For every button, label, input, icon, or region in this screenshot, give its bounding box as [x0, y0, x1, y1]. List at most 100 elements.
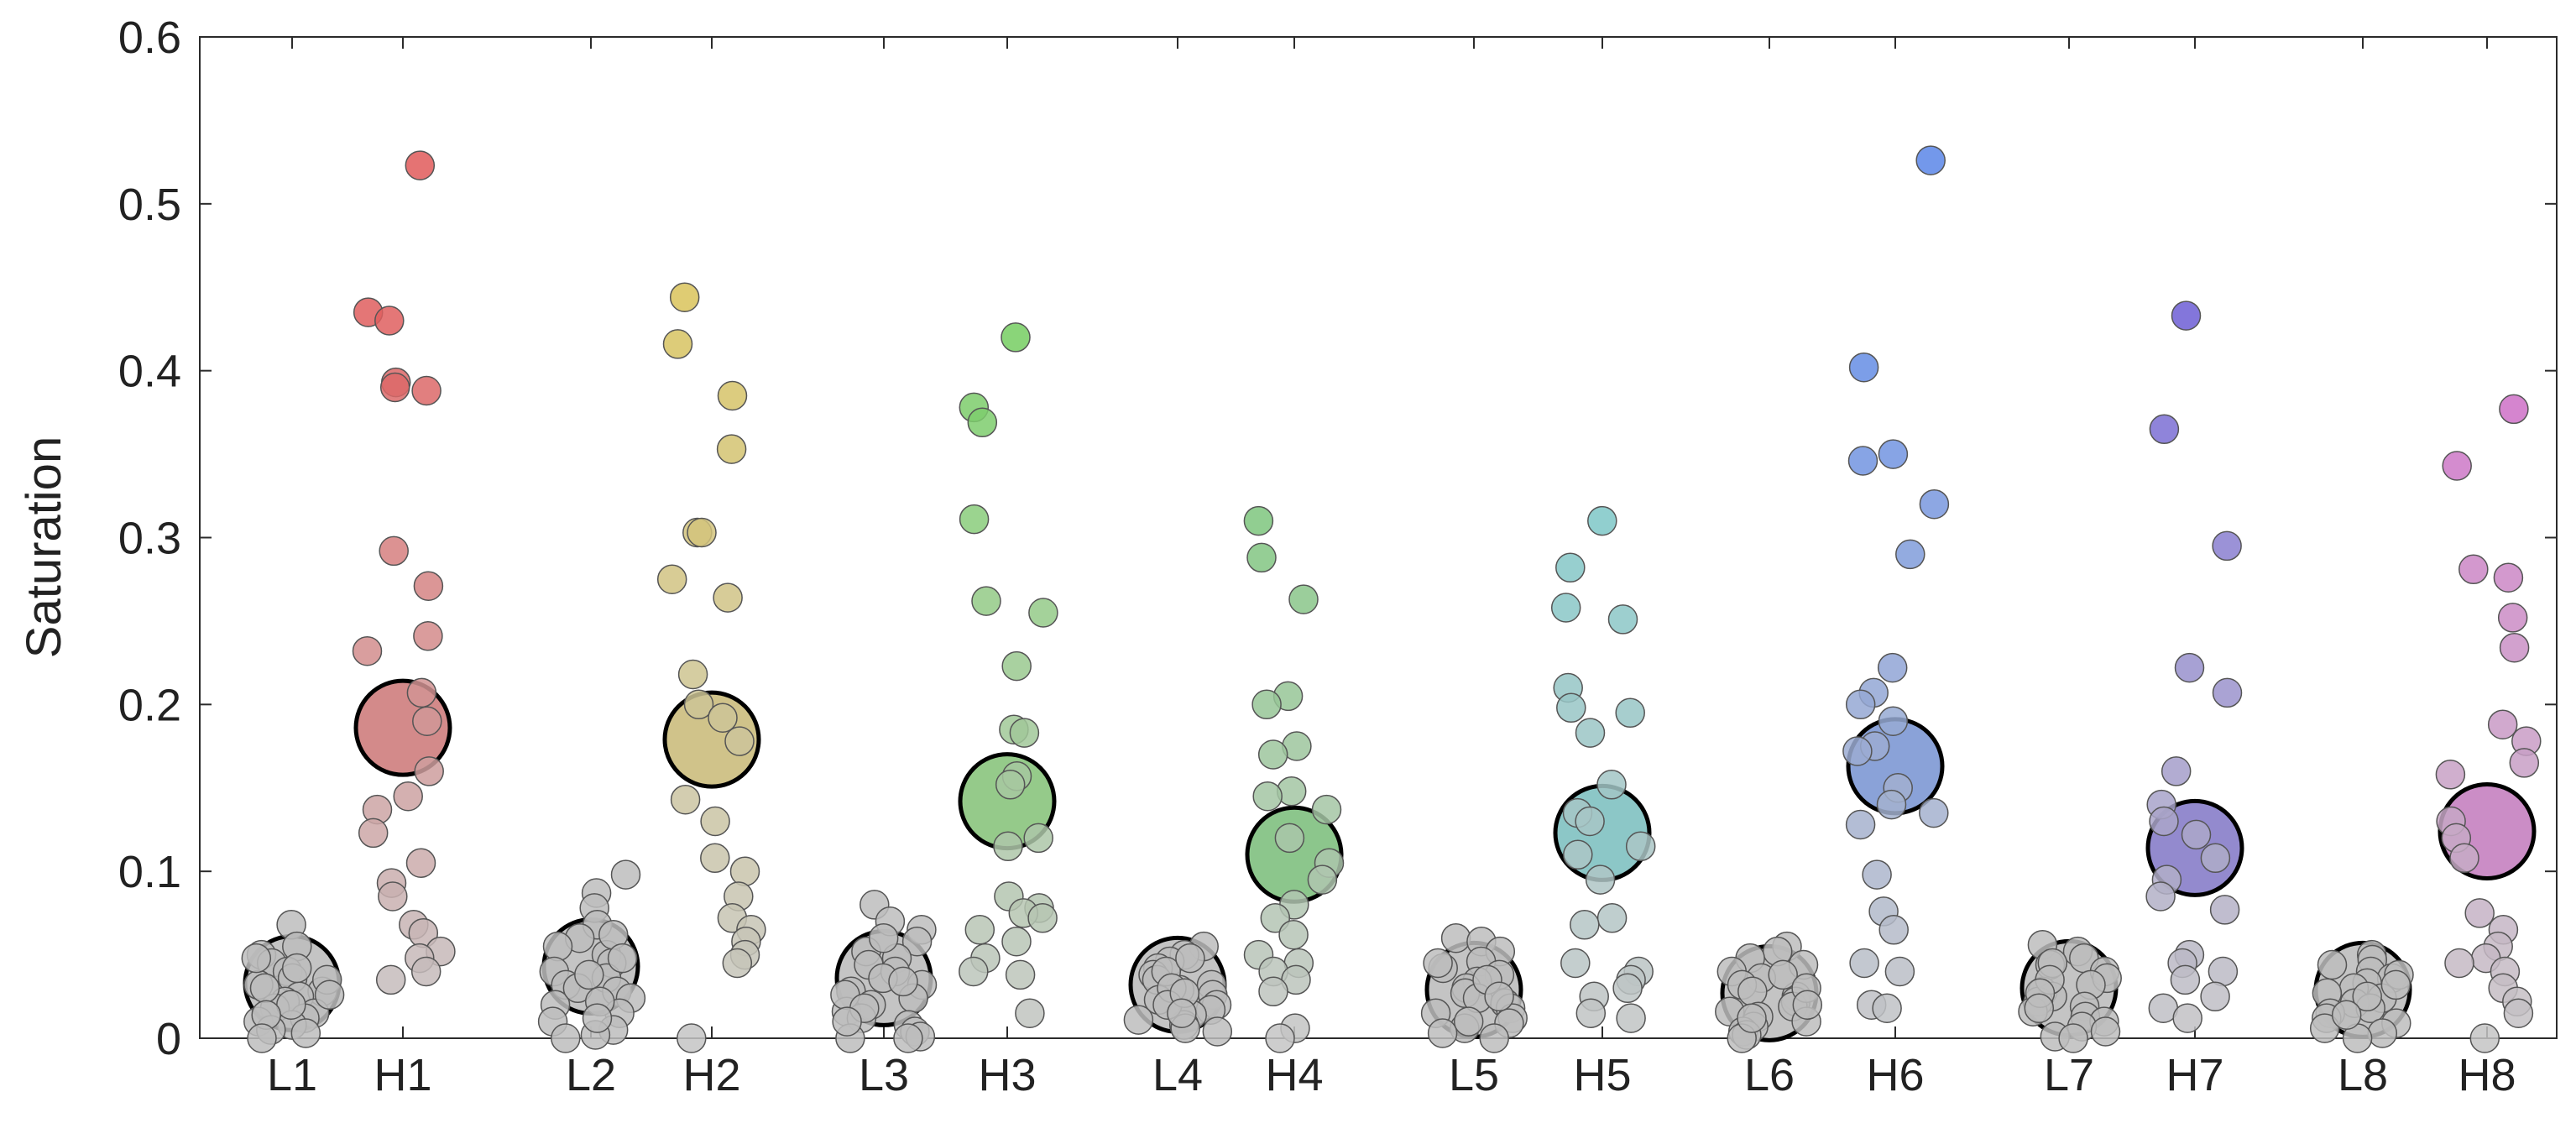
data-point — [1847, 446, 1878, 476]
data-point — [1265, 1023, 1295, 1053]
data-point — [1878, 706, 1909, 736]
data-point — [1607, 604, 1638, 635]
data-point — [722, 948, 753, 979]
data-point — [1001, 926, 1032, 957]
data-point — [314, 979, 345, 1011]
data-point — [1123, 1005, 1154, 1035]
data-point — [2181, 819, 2212, 850]
data-point — [2171, 300, 2202, 331]
data-point — [406, 677, 437, 708]
data-point — [2149, 806, 2179, 837]
y-tick-label: 0.1 — [118, 847, 181, 897]
data-point — [1849, 948, 1879, 979]
data-point — [1575, 718, 1606, 748]
data-point — [1479, 1023, 1509, 1053]
data-point — [1862, 859, 1892, 890]
x-tick-label-h8: H8 — [2458, 1050, 2516, 1100]
data-point — [700, 843, 730, 874]
data-point — [729, 856, 760, 886]
data-point — [2209, 895, 2240, 925]
y-tick-label: 0.6 — [118, 13, 181, 63]
x-tick-label-h4: H4 — [1265, 1050, 1323, 1100]
data-point — [1878, 915, 1909, 945]
data-point — [405, 150, 436, 180]
data-point — [1596, 770, 1627, 800]
data-point — [1792, 990, 1823, 1020]
data-point — [662, 329, 693, 359]
data-point — [413, 571, 444, 601]
data-point — [1027, 903, 1058, 933]
data-point — [290, 1018, 321, 1048]
data-point — [717, 380, 748, 411]
group-h1 — [352, 150, 456, 995]
data-point — [2090, 1016, 2121, 1047]
data-point — [713, 582, 743, 613]
data-point — [2172, 1003, 2202, 1033]
x-tick-label-l1: L1 — [267, 1050, 317, 1100]
group-l7 — [2018, 929, 2122, 1053]
data-point — [1009, 718, 1040, 748]
data-point — [2435, 760, 2466, 790]
y-axis-label: Saturation — [17, 436, 71, 658]
group-l6 — [1715, 931, 1823, 1053]
data-point — [1556, 692, 1586, 723]
data-point — [247, 1023, 277, 1053]
y-tick-label: 0.2 — [118, 680, 181, 730]
data-point — [967, 407, 998, 438]
data-point — [901, 926, 933, 957]
data-point — [1288, 584, 1319, 614]
data-point — [669, 282, 700, 312]
data-point — [379, 535, 409, 567]
data-point — [1915, 145, 1946, 175]
data-point — [1884, 956, 1915, 987]
data-point — [1919, 797, 1949, 828]
data-point — [542, 931, 573, 962]
x-tick-label-l6: L6 — [1744, 1050, 1795, 1100]
group-l8 — [2309, 939, 2414, 1053]
data-point — [959, 956, 989, 987]
group-h5 — [1550, 505, 1656, 1033]
data-point — [1243, 505, 1274, 536]
data-point — [708, 703, 738, 733]
data-point — [716, 434, 747, 464]
data-point — [2058, 1023, 2088, 1053]
data-point — [1278, 919, 1309, 950]
data-point — [2380, 969, 2411, 1000]
data-point — [607, 943, 638, 974]
data-point — [574, 959, 604, 990]
data-point — [1453, 1006, 1484, 1037]
group-l2 — [537, 859, 646, 1053]
group-l4 — [1123, 931, 1233, 1047]
data-point — [687, 517, 717, 548]
data-point — [2499, 394, 2529, 425]
x-tick-label-l4: L4 — [1152, 1050, 1203, 1100]
data-point — [1005, 959, 1036, 990]
x-tick-label-l3: L3 — [859, 1050, 909, 1100]
y-tick-label: 0.4 — [118, 347, 181, 397]
data-point — [1257, 739, 1288, 770]
data-point — [405, 848, 436, 878]
data-point — [358, 818, 389, 849]
data-point — [411, 375, 442, 406]
y-axis-ticks: 0 0.1 0.2 0.3 0.4 0.5 0.6 — [118, 13, 2557, 1064]
data-point — [610, 859, 641, 890]
y-tick-label: 0.5 — [118, 180, 181, 230]
y-tick-label: 0 — [156, 1014, 181, 1064]
x-tick-label-l7: L7 — [2044, 1050, 2094, 1100]
x-tick-label-h3: H3 — [978, 1050, 1036, 1100]
x-tick-label-h1: H1 — [374, 1050, 431, 1100]
data-point — [1575, 998, 1607, 1028]
data-point — [1612, 973, 1643, 1004]
data-points — [241, 145, 2542, 1053]
data-point — [1615, 697, 1645, 729]
data-point — [1845, 689, 1876, 720]
data-point — [1616, 1003, 1646, 1033]
data-point — [1202, 1016, 1233, 1047]
data-point — [2469, 1023, 2500, 1053]
group-h4 — [1243, 505, 1345, 1053]
data-point — [1555, 552, 1586, 583]
data-point — [1440, 922, 1471, 953]
data-point — [379, 372, 410, 403]
data-point — [2352, 981, 2382, 1012]
data-point — [393, 781, 423, 812]
